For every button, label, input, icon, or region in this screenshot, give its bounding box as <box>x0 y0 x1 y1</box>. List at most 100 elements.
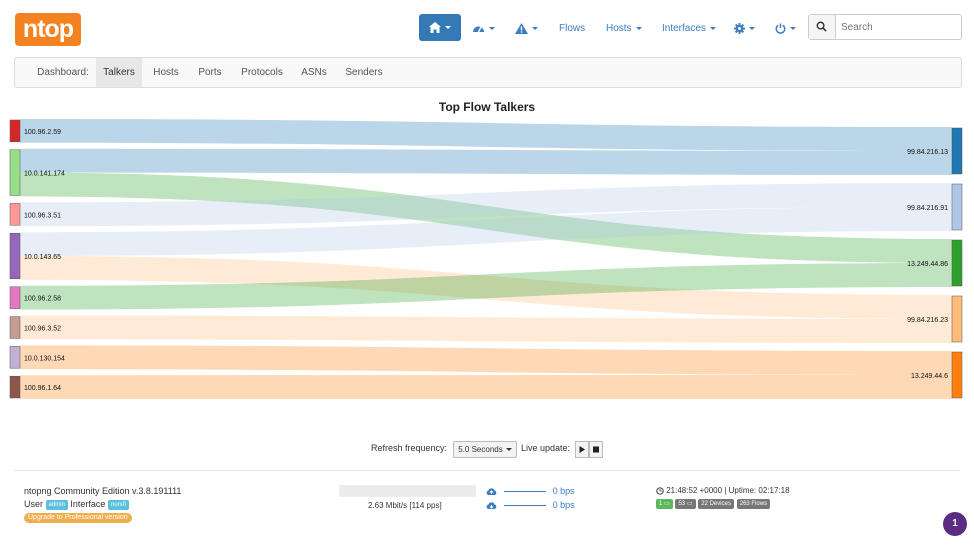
source-host-label: 100.96.1.64 <box>24 385 61 392</box>
interface-badge[interactable]: nurs0 <box>107 499 129 510</box>
clock-text: 21:48:52 +0000 | Uptime: 02:17:18 <box>666 486 790 495</box>
target-host-node[interactable] <box>951 295 963 343</box>
source-host-node[interactable] <box>9 119 21 143</box>
source-host-label: 100.96.3.52 <box>24 326 61 333</box>
sankey-link[interactable] <box>20 263 952 310</box>
target-host-node[interactable] <box>951 351 963 399</box>
upgrade-link[interactable]: Upgrade to Professional version <box>24 513 132 524</box>
local-hosts-badge[interactable]: 1 ▭ <box>656 499 673 510</box>
source-host-node[interactable] <box>9 149 21 196</box>
source-host-node[interactable] <box>9 232 21 280</box>
sankey-link[interactable] <box>20 172 952 263</box>
devices-badge[interactable]: 22 Devices <box>698 499 734 510</box>
target-host-label: 99.84.216.13 <box>907 149 948 156</box>
tab-hosts[interactable]: Hosts <box>153 67 179 78</box>
tab-senders[interactable]: Senders <box>345 67 383 78</box>
upload-rate: 0 bps <box>486 486 575 497</box>
source-host-node[interactable] <box>9 346 21 369</box>
remote-hosts-badge[interactable]: 53 ▭ <box>675 499 696 510</box>
stop-button[interactable] <box>589 441 603 458</box>
throughput-bar <box>339 485 476 497</box>
sankey-link[interactable] <box>20 375 952 399</box>
source-host-label: 10.0.141.174 <box>24 171 65 178</box>
upload-value: 0 bps <box>552 486 575 496</box>
source-host-node[interactable] <box>9 375 21 399</box>
search-input[interactable] <box>839 17 959 37</box>
source-host-node[interactable] <box>9 316 21 339</box>
chevron-down-icon <box>635 26 642 30</box>
sankey-link[interactable] <box>20 207 952 256</box>
chevron-down-icon <box>749 26 755 30</box>
interfaces-menu-label: Interfaces <box>662 23 706 34</box>
flows-badge[interactable]: 263 Flows <box>736 499 771 510</box>
source-host-label: 100.96.2.59 <box>24 129 61 136</box>
sankey-link[interactable] <box>20 119 952 151</box>
live-update-label: Live update: <box>521 443 571 453</box>
play-icon <box>579 446 585 453</box>
sankey-link[interactable] <box>20 183 952 227</box>
tab-talkers[interactable]: Talkers <box>96 58 142 87</box>
play-button[interactable] <box>575 441 589 458</box>
subnav-dashboard-label: Dashboard: <box>37 67 89 78</box>
target-host-label: 13.249.44.6 <box>911 373 948 380</box>
cloud-download-icon <box>486 502 497 509</box>
source-host-node[interactable] <box>9 203 21 226</box>
target-host-node[interactable] <box>951 127 963 175</box>
search-icon <box>816 21 827 32</box>
tab-ports[interactable]: Ports <box>198 67 222 78</box>
settings-menu[interactable] <box>734 18 755 40</box>
refresh-frequency-select[interactable]: 5.0 Seconds <box>453 441 517 458</box>
ntop-logo[interactable]: ntop <box>15 13 81 46</box>
download-rate: 0 bps <box>486 500 575 511</box>
hosts-menu[interactable]: Hosts <box>606 18 642 40</box>
notification-bubble[interactable]: 1 <box>943 512 967 536</box>
target-host-label: 99.84.216.91 <box>907 205 948 212</box>
download-value: 0 bps <box>552 500 575 510</box>
upload-sparkline <box>503 490 546 492</box>
target-host-node[interactable] <box>951 239 963 287</box>
power-menu[interactable] <box>775 18 796 40</box>
chevron-down-icon <box>505 448 512 452</box>
tab-asns[interactable]: ASNs <box>301 67 327 78</box>
download-sparkline <box>503 504 546 506</box>
home-menu-button[interactable] <box>419 14 461 41</box>
stop-icon <box>593 446 599 453</box>
dashboard-menu[interactable] <box>472 18 495 40</box>
user-label: User <box>24 499 44 509</box>
upgrade-line: Upgrade to Professional version <box>24 513 132 524</box>
sankey-link[interactable] <box>20 148 952 175</box>
clock-icon <box>656 487 664 495</box>
user-interface-line: User admin Interface nurs0 <box>24 499 129 510</box>
home-icon <box>429 21 441 33</box>
search-button[interactable] <box>809 15 836 39</box>
search-box <box>808 14 962 40</box>
target-host-node[interactable] <box>951 183 963 231</box>
sankey-link[interactable] <box>20 315 952 343</box>
source-host-label: 100.96.3.51 <box>24 212 61 219</box>
dashboard-subnav: Dashboard: Talkers Hosts Ports Protocols… <box>14 57 962 88</box>
interface-label: Interface <box>70 499 106 509</box>
desktop-icon: ▭ <box>664 501 670 508</box>
interfaces-menu[interactable]: Interfaces <box>662 18 716 40</box>
cloud-upload-icon <box>486 488 497 495</box>
tab-protocols[interactable]: Protocols <box>241 67 283 78</box>
refresh-frequency-label: Refresh frequency: <box>371 443 448 453</box>
chevron-down-icon <box>532 26 538 30</box>
sankey-link[interactable] <box>20 345 952 375</box>
power-icon <box>775 23 786 34</box>
alerts-menu[interactable] <box>515 18 538 40</box>
target-host-label: 99.84.216.23 <box>907 317 948 324</box>
chart-title: Top Flow Talkers <box>438 100 536 114</box>
clock-uptime: 21:48:52 +0000 | Uptime: 02:17:18 <box>656 486 790 495</box>
chevron-down-icon <box>790 26 796 30</box>
warning-icon <box>515 22 528 34</box>
sankey-link[interactable] <box>20 256 952 319</box>
throughput-text: 2.63 Mbit/s [114 pps] <box>368 501 442 510</box>
version-text: ntopng Community Edition v.3.8.191111 <box>24 486 182 496</box>
source-host-node[interactable] <box>9 286 21 309</box>
desktop-icon: ▭ <box>686 501 693 508</box>
user-badge[interactable]: admin <box>45 499 68 510</box>
flows-link[interactable]: Flows <box>559 23 586 34</box>
chevron-down-icon <box>445 25 451 29</box>
chevron-down-icon <box>489 26 495 30</box>
